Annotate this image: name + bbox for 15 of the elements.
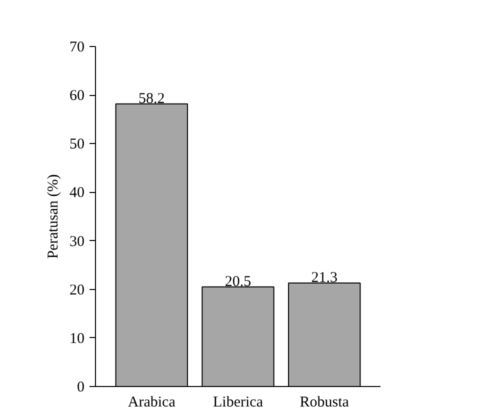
y-tick-label: 60: [70, 88, 84, 104]
y-tick-label: 50: [70, 136, 84, 153]
y-tick-label: 30: [70, 234, 84, 250]
y-tick-label: 0: [77, 380, 84, 396]
x-tick-label: Liberica: [213, 394, 264, 410]
y-tick-label: 10: [70, 330, 84, 347]
y-tick-label: 70: [70, 40, 84, 56]
data-label: 20.5: [224, 274, 252, 290]
y-tick-label: 20: [70, 282, 84, 298]
x-tick-label: Arabica: [128, 394, 176, 410]
y-tick-label: 40: [70, 185, 84, 202]
x-tick-label: Robusta: [300, 394, 350, 410]
y-axis-title: Peratusan (%): [46, 174, 62, 259]
data-label: 21.3: [311, 270, 338, 286]
data-label: 58.2: [138, 90, 165, 107]
